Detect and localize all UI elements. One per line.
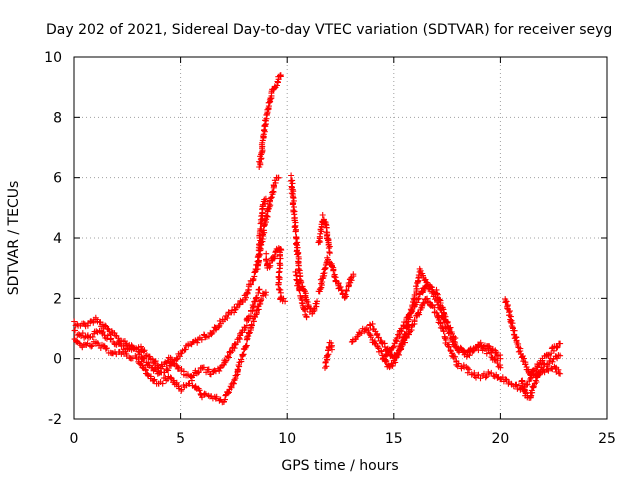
series-track-h: [292, 268, 310, 321]
chart-title: Day 202 of 2021, Sidereal Day-to-day VTE…: [46, 22, 612, 38]
data-marks-track-k: [322, 339, 335, 371]
data-marks-track-p: [518, 352, 564, 401]
y-tick-label: 8: [53, 110, 62, 126]
x-tick-label: 20: [491, 431, 509, 447]
x-axis-label: GPS time / hours: [281, 458, 398, 474]
series-track-k: [322, 339, 335, 371]
data-marks-track-c: [71, 286, 263, 381]
data-marks-track-f: [263, 245, 289, 305]
data-marks-track-d: [254, 195, 269, 272]
series-track-o: [502, 296, 564, 379]
x-tick-label: 0: [70, 431, 79, 447]
series-track-n: [380, 282, 504, 371]
data-marks-track-e: [256, 72, 284, 170]
series-track-e: [256, 72, 284, 170]
series-track-c: [71, 286, 263, 381]
y-tick-label: 2: [53, 291, 62, 307]
data-marks-track-n: [380, 282, 504, 371]
series-track-i: [315, 254, 357, 301]
grid: [74, 57, 607, 419]
axis-ticks: 0 5 10 15 20 25 -2 0 2 4 6 8 10: [44, 50, 616, 447]
series-track-p: [518, 352, 564, 401]
y-tick-label: 6: [53, 171, 62, 187]
x-tick-label: 15: [385, 431, 403, 447]
series-track-b: [71, 289, 269, 406]
data-marks-track-o: [502, 296, 564, 379]
x-tick-label: 10: [278, 431, 296, 447]
y-tick-label: -2: [48, 412, 62, 428]
x-tick-label: 25: [598, 431, 616, 447]
series-track-j: [315, 212, 333, 257]
data-marks-track-h: [292, 268, 310, 321]
y-tick-label: 4: [53, 231, 62, 247]
data-points: [71, 72, 564, 406]
data-marks-track-g: [288, 172, 321, 317]
series-track-g: [288, 172, 321, 317]
data-marks-track-b: [71, 289, 269, 406]
data-marks-track-i: [315, 254, 357, 301]
x-tick-label: 5: [176, 431, 185, 447]
series-track-f: [263, 245, 289, 305]
series-track-d: [254, 195, 269, 272]
y-tick-label: 0: [53, 352, 62, 368]
data-marks-track-j: [315, 212, 333, 257]
y-axis-label: SDTVAR / TECUs: [6, 181, 22, 296]
y-tick-label: 10: [44, 50, 62, 66]
